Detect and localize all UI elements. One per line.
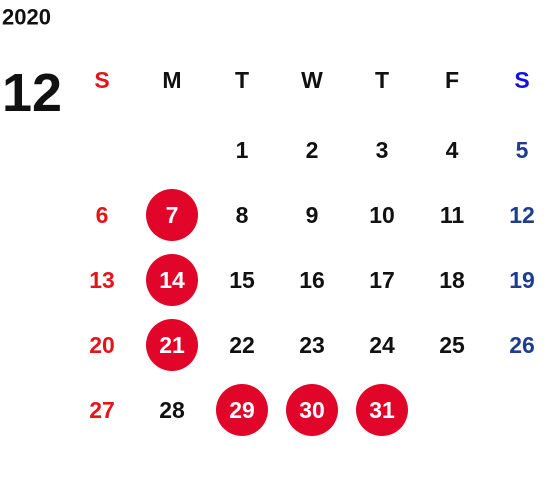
highlight-circle: [146, 189, 198, 241]
day-number: 22: [229, 332, 255, 358]
day-number: 19: [509, 267, 535, 293]
day-number: 12: [509, 202, 535, 228]
day-number: 13: [89, 267, 115, 293]
highlight-circle: [146, 254, 198, 306]
highlight-circle: [146, 319, 198, 371]
year: 2020: [2, 5, 51, 30]
day-number: 30: [299, 397, 325, 423]
weekday-label: S: [514, 67, 529, 93]
highlight-circle: [286, 384, 338, 436]
day-number: 20: [89, 332, 115, 358]
day-number: 18: [439, 267, 465, 293]
day-number: 2: [306, 137, 319, 163]
weekday-label: T: [235, 67, 249, 93]
day-number: 17: [369, 267, 395, 293]
highlight-circle: [356, 384, 408, 436]
day-number: 15: [229, 267, 255, 293]
day-number: 4: [446, 137, 459, 163]
day-number: 31: [369, 397, 395, 423]
day-number: 23: [299, 332, 325, 358]
weekday-label: W: [301, 67, 323, 93]
weekday-label: S: [94, 67, 109, 93]
day-number: 11: [440, 202, 465, 228]
day-number: 26: [509, 332, 535, 358]
weekday-label: T: [375, 67, 389, 93]
day-number: 25: [439, 332, 465, 358]
day-number: 1: [236, 137, 249, 163]
day-number: 21: [159, 332, 185, 358]
day-number: 7: [166, 202, 179, 228]
day-number: 6: [96, 202, 109, 228]
day-number: 9: [306, 202, 319, 228]
day-number: 29: [229, 397, 255, 423]
day-number: 24: [369, 332, 395, 358]
day-number: 16: [299, 267, 325, 293]
day-number: 3: [376, 137, 389, 163]
weekday-label: M: [162, 67, 181, 93]
month: 12: [2, 63, 62, 123]
day-number: 5: [516, 137, 529, 163]
highlight-circle: [216, 384, 268, 436]
weekday-label: F: [445, 67, 459, 93]
day-number: 27: [89, 397, 115, 423]
day-number: 14: [159, 267, 185, 293]
day-number: 10: [369, 202, 395, 228]
day-number: 28: [159, 397, 185, 423]
day-number: 8: [236, 202, 249, 228]
